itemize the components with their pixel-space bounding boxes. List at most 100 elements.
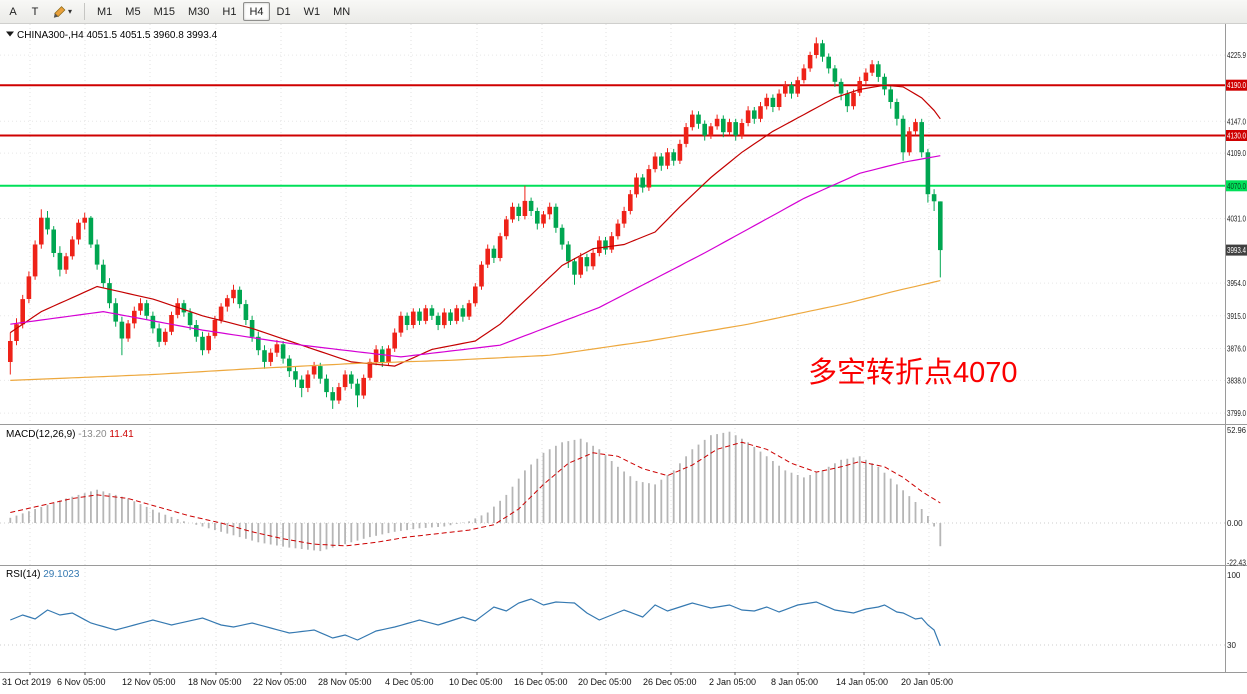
time-axis-label: 8 Jan 05:00 xyxy=(771,677,818,687)
candle-body xyxy=(807,55,813,69)
timeframe-m1-button[interactable]: M1 xyxy=(91,2,118,21)
candle-body xyxy=(597,240,602,253)
rsi-axis-tick: 100 xyxy=(1227,571,1241,580)
candle-body xyxy=(63,256,69,270)
candle-body xyxy=(665,152,670,166)
candle-body xyxy=(218,306,224,320)
candle-body xyxy=(547,206,552,215)
candle-body xyxy=(869,64,875,73)
candle-body xyxy=(888,89,893,102)
candle-body xyxy=(491,248,497,258)
candle-body xyxy=(913,122,918,132)
candle-body xyxy=(76,222,81,240)
time-axis-label: 2 Jan 05:00 xyxy=(709,677,756,687)
candle-body xyxy=(584,257,590,267)
timeframe-m5-button[interactable]: M5 xyxy=(119,2,146,21)
candle-body xyxy=(411,311,416,325)
candle-body xyxy=(504,219,509,237)
candle-body xyxy=(243,304,249,320)
ohlc-title: CHINA300-,H4 4051.5 4051.5 3960.8 3993.4 xyxy=(17,30,218,41)
candle-body xyxy=(280,344,286,359)
macd-axis-tick: 0.00 xyxy=(1227,519,1243,528)
candle-body xyxy=(256,336,261,351)
candle-body xyxy=(578,257,583,275)
chevron-down-icon: ▾ xyxy=(68,6,73,16)
time-axis-label: 10 Dec 05:00 xyxy=(449,677,503,687)
candle-body xyxy=(739,123,745,136)
text-tool-button[interactable]: T xyxy=(25,2,45,21)
timeframe-d1-button[interactable]: D1 xyxy=(271,2,297,21)
candle-body xyxy=(882,76,887,90)
candle-body xyxy=(448,312,453,321)
macd-label: MACD(12,26,9) -13.20 11.41 xyxy=(6,429,134,440)
timeframe-m15-button[interactable]: M15 xyxy=(148,2,181,21)
candle-body xyxy=(454,308,459,321)
candle-body xyxy=(175,303,180,315)
candle-body xyxy=(764,97,769,107)
price-chart-canvas[interactable]: 多空转折点4070 CHINA300-,H4 4051.5 4051.5 3960… xyxy=(0,24,1247,694)
candle-body xyxy=(392,332,397,349)
timeframe-m30-button[interactable]: M30 xyxy=(182,2,215,21)
price-axis-tick: 3876.0 xyxy=(1227,345,1246,354)
candle-body xyxy=(516,206,521,216)
candle-body xyxy=(708,126,714,136)
candle-body xyxy=(603,240,608,250)
timeframe-h1-button[interactable]: H1 xyxy=(216,2,242,21)
candle-body xyxy=(380,349,385,362)
price-axis-tick: 3954.0 xyxy=(1227,279,1246,288)
candle-body xyxy=(367,361,373,378)
annotation-text[interactable]: 多空转折点4070 xyxy=(808,356,1018,389)
candle-body xyxy=(659,156,664,166)
timeframe-selector: M1 M5 M15 M30 H1 H4 D1 W1 MN xyxy=(91,2,356,21)
candle-body xyxy=(931,194,937,202)
symbol-dropdown-icon[interactable] xyxy=(6,31,14,37)
candle-body xyxy=(473,286,478,304)
price-axis-tick: 3838.0 xyxy=(1227,376,1246,385)
rsi-line xyxy=(10,598,941,647)
candle-body xyxy=(14,324,19,341)
candle-body xyxy=(336,387,342,401)
candle-body xyxy=(770,97,776,107)
candle-body xyxy=(566,244,571,262)
candle-body xyxy=(752,110,757,119)
candle-body xyxy=(820,43,825,57)
candles-layer xyxy=(8,37,943,409)
timeframe-w1-button[interactable]: W1 xyxy=(298,2,327,21)
candle-body xyxy=(721,118,726,133)
candle-body xyxy=(113,303,118,322)
candle-body xyxy=(789,85,794,94)
candle-body xyxy=(826,56,831,69)
time-axis-label: 28 Nov 05:00 xyxy=(318,677,372,687)
candle-body xyxy=(900,118,906,153)
candle-body xyxy=(845,93,850,107)
candle-body xyxy=(169,315,174,332)
candle-body xyxy=(138,303,143,311)
macd-signal-line xyxy=(10,441,941,547)
candle-body xyxy=(20,299,25,325)
candle-body xyxy=(311,366,317,375)
candle-body xyxy=(683,127,689,144)
candle-body xyxy=(8,341,13,362)
timeframe-mn-button[interactable]: MN xyxy=(327,2,356,21)
time-axis-label: 18 Nov 05:00 xyxy=(188,677,242,687)
candle-body xyxy=(45,217,50,230)
price-badge-label: 3993.4 xyxy=(1227,246,1246,255)
price-badge-label: 4130.0 xyxy=(1227,132,1246,141)
candle-body xyxy=(696,114,701,124)
candle-body xyxy=(522,200,528,216)
color-crayon-tool-button[interactable]: ▾ xyxy=(47,2,78,21)
candle-body xyxy=(101,264,106,284)
candle-body xyxy=(795,80,800,94)
timeframe-h4-button[interactable]: H4 xyxy=(243,2,270,21)
candle-body xyxy=(801,68,807,81)
candle-body xyxy=(690,114,695,128)
arrow-tool-button[interactable]: A xyxy=(3,2,23,21)
candle-body xyxy=(26,276,32,299)
price-axis-tick: 4109.0 xyxy=(1227,149,1246,158)
candle-body xyxy=(423,308,428,321)
candle-body xyxy=(702,123,707,136)
price-axis-tick: 4031.0 xyxy=(1227,215,1246,224)
ma-mid-magenta-line xyxy=(10,155,941,358)
candle-body xyxy=(894,102,900,119)
